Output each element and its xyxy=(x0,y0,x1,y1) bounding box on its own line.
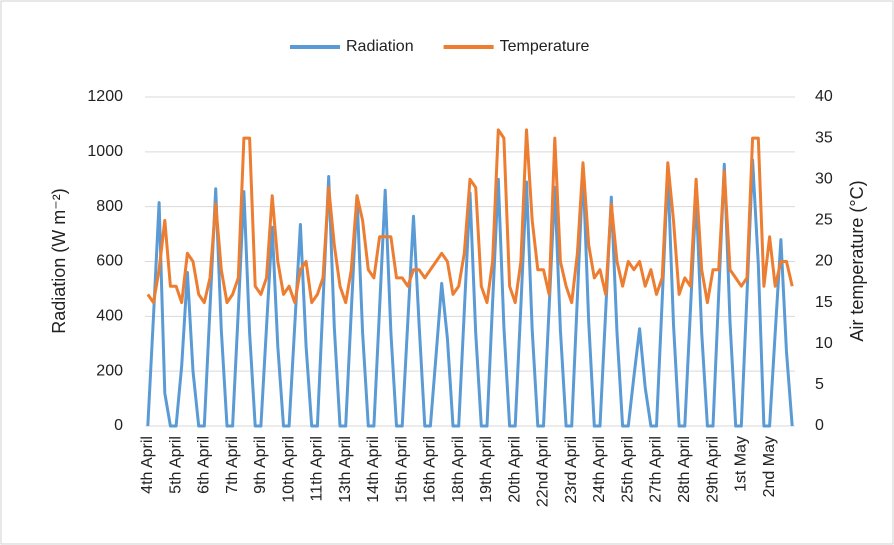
y-tick-label: 1200 xyxy=(87,88,123,105)
x-tick-label: 10th April xyxy=(280,436,297,503)
y2-tick-label: 20 xyxy=(815,253,833,270)
y-axis-title: Radiation (W m⁻²) xyxy=(49,188,69,334)
y2-tick-label: 25 xyxy=(815,212,833,229)
y2-tick-label: 40 xyxy=(815,88,833,105)
x-tick-label: 4th April xyxy=(139,436,156,494)
y2-tick-label: 10 xyxy=(815,335,833,352)
x-tick-label: 9th April xyxy=(252,436,269,494)
x-tick-label: 2nd May xyxy=(761,436,778,497)
y2-tick-label: 30 xyxy=(815,170,833,187)
x-tick-label: 6th April xyxy=(196,436,213,494)
y2-axis-title: Air temperature (°C) xyxy=(847,180,867,341)
x-tick-label: 20th April xyxy=(506,436,523,503)
series-line xyxy=(146,128,794,305)
x-tick-label: 24th April xyxy=(591,436,608,503)
y2-tick-label: 35 xyxy=(815,129,833,146)
y-tick-label: 400 xyxy=(96,308,123,325)
x-tick-label: 18th April xyxy=(450,436,467,503)
y2-tick-label: 15 xyxy=(815,294,833,311)
y2-tick-label: 5 xyxy=(815,376,824,393)
y-tick-label: 600 xyxy=(96,253,123,270)
y2-tick-label: 0 xyxy=(815,417,824,434)
legend-label: Temperature xyxy=(500,38,590,55)
y-tick-label: 800 xyxy=(96,198,123,215)
x-tick-label: 11th April xyxy=(309,436,326,502)
x-tick-label: 13th April xyxy=(337,436,354,503)
x-tick-label: 23rd April xyxy=(563,436,580,504)
x-tick-label: 25th April xyxy=(619,436,636,503)
x-tick-label: 1st May xyxy=(733,436,750,492)
x-tick-label: 5th April xyxy=(167,436,184,494)
y-tick-label: 200 xyxy=(96,362,123,379)
y-tick-label: 0 xyxy=(114,417,123,434)
y-tick-label: 1000 xyxy=(87,143,123,160)
x-tick-label: 19th April xyxy=(478,436,495,503)
x-tick-label: 27th April xyxy=(648,436,665,503)
x-tick-label: 28th April xyxy=(676,436,693,503)
x-tick-label: 22nd April xyxy=(535,436,552,507)
x-tick-label: 29th April xyxy=(704,436,721,503)
x-tick-label: 16th April xyxy=(422,436,439,503)
x-tick-label: 7th April xyxy=(224,436,241,494)
legend-label: Radiation xyxy=(346,38,414,55)
x-tick-label: 15th April xyxy=(393,436,410,503)
x-tick-label: 14th April xyxy=(365,436,382,503)
